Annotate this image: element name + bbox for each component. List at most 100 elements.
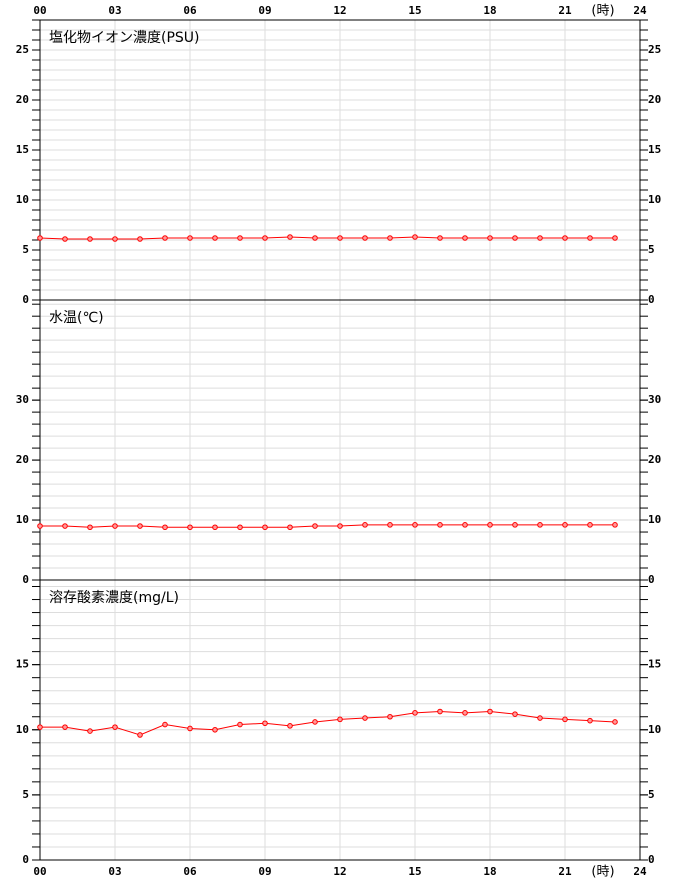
y-tick-label: 5 bbox=[22, 788, 29, 801]
data-point bbox=[462, 710, 468, 716]
x-tick-label: 06 bbox=[183, 865, 197, 878]
data-point bbox=[162, 721, 168, 728]
data-point bbox=[487, 522, 493, 528]
data-point bbox=[412, 522, 418, 528]
data-point bbox=[337, 523, 343, 529]
data-point bbox=[587, 235, 593, 241]
data-point bbox=[412, 710, 418, 716]
data-point bbox=[462, 522, 468, 528]
x-tick-label: 15 bbox=[408, 865, 421, 878]
y-tick-label: 0 bbox=[22, 293, 29, 306]
data-point bbox=[587, 717, 593, 724]
y-tick-label: 0 bbox=[648, 853, 655, 866]
panel-title: 溶存酸素濃度(mg/L) bbox=[49, 590, 179, 606]
x-tick-label: 18 bbox=[483, 4, 496, 17]
data-point bbox=[612, 235, 618, 241]
y-tick-label: 10 bbox=[16, 513, 29, 526]
data-point bbox=[612, 522, 618, 528]
data-point bbox=[112, 236, 118, 242]
data-point bbox=[312, 523, 318, 529]
data-point bbox=[262, 720, 268, 727]
x-tick-label: 24 bbox=[633, 865, 647, 878]
y-tick-label: 5 bbox=[648, 788, 655, 801]
data-point bbox=[312, 235, 318, 241]
data-point bbox=[87, 728, 93, 734]
data-point bbox=[537, 235, 543, 241]
data-point bbox=[337, 716, 343, 723]
y-tick-label: 20 bbox=[16, 93, 29, 106]
data-point bbox=[287, 723, 293, 729]
y-tick-label: 0 bbox=[22, 573, 29, 586]
x-tick-label: 06 bbox=[183, 4, 197, 17]
x-tick-label: 21 bbox=[558, 865, 572, 878]
data-point bbox=[137, 236, 143, 242]
y-tick-label: 15 bbox=[648, 658, 661, 671]
x-tick-label: 09 bbox=[258, 4, 271, 17]
y-tick-label: 20 bbox=[16, 453, 29, 466]
y-tick-label: 0 bbox=[648, 293, 655, 306]
data-point bbox=[237, 721, 243, 728]
data-point bbox=[512, 522, 518, 528]
data-point bbox=[437, 522, 443, 528]
data-point bbox=[37, 235, 43, 241]
panel-title: 塩化物イオン濃度(PSU) bbox=[49, 30, 200, 46]
y-tick-label: 15 bbox=[16, 143, 29, 156]
data-point bbox=[37, 523, 43, 529]
x-tick-label: 00 bbox=[33, 4, 46, 17]
data-point bbox=[212, 726, 218, 733]
data-point bbox=[137, 732, 143, 738]
data-point bbox=[62, 523, 68, 529]
x-tick-label: 03 bbox=[108, 865, 121, 878]
data-point bbox=[362, 235, 368, 241]
data-point bbox=[187, 524, 193, 531]
y-tick-label: 15 bbox=[16, 658, 29, 671]
data-point bbox=[487, 235, 493, 241]
data-point bbox=[37, 724, 43, 730]
data-point bbox=[512, 235, 518, 241]
data-point bbox=[87, 236, 93, 242]
data-point bbox=[112, 523, 118, 529]
x-tick-label: 18 bbox=[483, 865, 496, 878]
data-point bbox=[612, 719, 618, 725]
y-tick-label: 5 bbox=[648, 243, 655, 256]
data-point bbox=[362, 522, 368, 528]
data-point bbox=[587, 522, 593, 528]
series-line bbox=[40, 711, 616, 736]
data-point bbox=[62, 236, 68, 242]
x-tick-label: 03 bbox=[108, 4, 121, 17]
data-point bbox=[362, 715, 368, 721]
y-tick-label: 10 bbox=[16, 723, 29, 736]
data-point bbox=[562, 235, 568, 241]
series-line bbox=[40, 524, 615, 528]
y-tick-label: 10 bbox=[648, 193, 661, 206]
y-tick-label: 10 bbox=[16, 193, 29, 206]
x-axis-label: (時) bbox=[591, 4, 614, 19]
series-line bbox=[39, 236, 615, 240]
data-point bbox=[237, 524, 243, 531]
x-tick-label: 00 bbox=[33, 865, 46, 878]
y-tick-label: 10 bbox=[648, 723, 661, 736]
data-point bbox=[387, 235, 393, 241]
y-tick-label: 15 bbox=[648, 143, 661, 156]
panel-frame bbox=[39, 579, 641, 861]
panel-title: 水温(℃) bbox=[49, 310, 104, 326]
data-point bbox=[287, 234, 293, 240]
y-tick-label: 20 bbox=[648, 93, 661, 106]
y-tick-label: 30 bbox=[648, 393, 661, 406]
data-point bbox=[512, 711, 518, 717]
data-point bbox=[162, 524, 168, 531]
data-point bbox=[387, 522, 393, 528]
data-point bbox=[537, 715, 543, 721]
data-point bbox=[337, 235, 343, 241]
data-point bbox=[562, 716, 568, 723]
x-tick-label: 12 bbox=[333, 4, 346, 17]
x-tick-label: 24 bbox=[633, 4, 647, 17]
y-tick-label: 25 bbox=[648, 43, 661, 56]
y-tick-label: 0 bbox=[648, 573, 655, 586]
data-point bbox=[287, 524, 293, 531]
data-point bbox=[562, 522, 568, 528]
x-axis-label: (時) bbox=[591, 865, 614, 880]
data-point bbox=[387, 713, 393, 720]
x-tick-label: 09 bbox=[258, 865, 271, 878]
